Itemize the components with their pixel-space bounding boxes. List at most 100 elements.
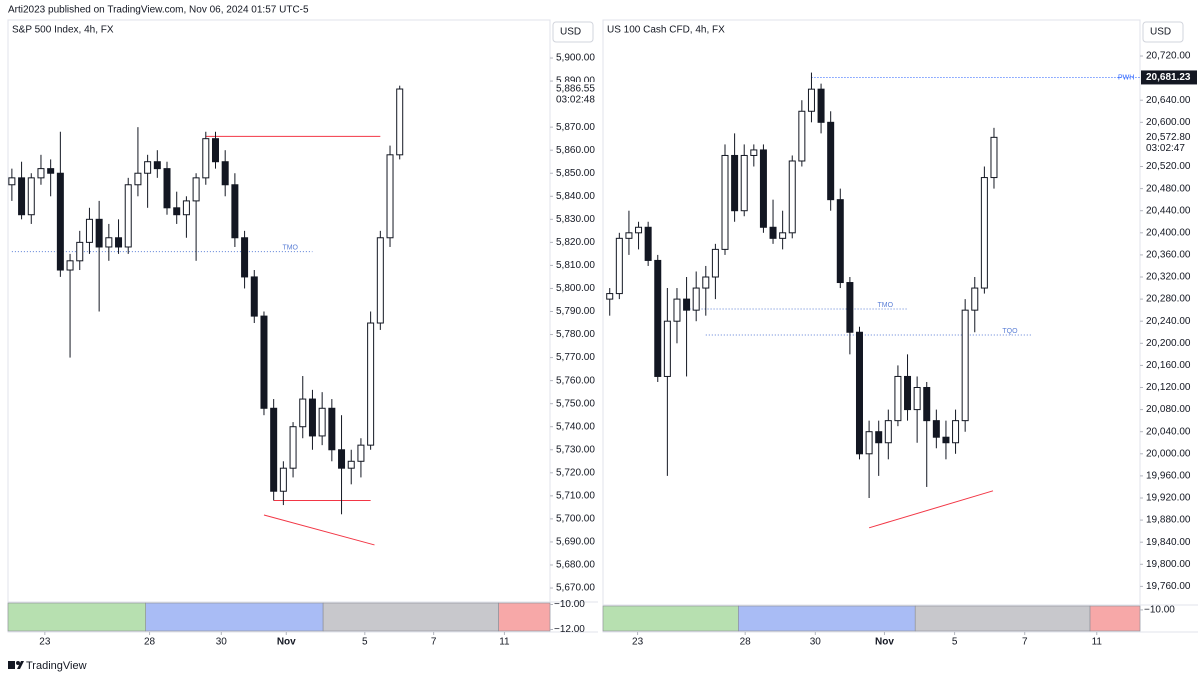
x-tick-label: 11 (499, 637, 510, 648)
candle-body (279, 467, 287, 492)
chart-title: S&P 500 Index, 4h, FX (12, 25, 114, 36)
candle-body (66, 260, 74, 271)
candle-body (85, 218, 93, 243)
candle-body (836, 199, 844, 284)
x-tick-label: 30 (810, 637, 822, 648)
y-tick-label: 20,400.00 (1146, 227, 1191, 238)
candle-body (606, 293, 614, 300)
x-tick-label: 28 (144, 637, 156, 648)
x-tick-label: 30 (216, 637, 228, 648)
y-tick-label: 20,040.00 (1146, 426, 1191, 437)
y-tick-label: 5,850.00 (556, 168, 595, 179)
candle-body (923, 386, 931, 422)
candle-body (980, 177, 988, 289)
candle-body (663, 320, 671, 377)
currency-label: USD (560, 27, 581, 38)
y-tick-label: 5,760.00 (556, 375, 595, 386)
y-tick-label: 5,680.00 (556, 560, 595, 571)
candle-body (376, 237, 384, 324)
candle-body (683, 298, 691, 311)
level-price: 20,681.23 (1146, 72, 1191, 83)
candle-body (673, 298, 681, 322)
level-price-box (1141, 70, 1197, 85)
pane-tick-label: −12.00 (554, 624, 585, 635)
candle-body (625, 232, 633, 239)
y-tick-label: 19,880.00 (1146, 515, 1191, 526)
x-tick-label: 23 (39, 637, 51, 648)
x-tick-label: 23 (632, 637, 644, 648)
level-label: TQO (1002, 328, 1018, 335)
y-tick-label: 20,600.00 (1146, 117, 1191, 128)
candle-body (788, 160, 796, 234)
chart-panel: S&P 500 Index, 4h, FX USD 5,900.00 5,890.00… (7, 19, 598, 648)
candle-body (328, 407, 336, 451)
candle-body (144, 161, 152, 174)
candle-body (299, 398, 307, 428)
candle-body (115, 237, 123, 248)
y-tick-label: 5,840.00 (556, 191, 595, 202)
x-tick-label: 5 (362, 637, 368, 648)
tv-logo (8, 661, 24, 669)
y-tick-label: 5,790.00 (556, 306, 595, 317)
y-tick-label: 5,870.00 (556, 122, 595, 133)
y-tick-label: 20,000.00 (1146, 448, 1191, 459)
currency-button[interactable] (552, 21, 594, 43)
candle-body (386, 154, 394, 239)
candle-body (308, 398, 316, 437)
candle-body (8, 177, 16, 186)
session-block (322, 602, 499, 632)
brand: TradingView (26, 660, 87, 672)
candle-body (932, 420, 940, 438)
candle-body (779, 232, 787, 239)
y-tick-label: 20,240.00 (1146, 316, 1191, 327)
trendline (868, 490, 994, 529)
session-block (145, 602, 324, 632)
candle-body (721, 154, 729, 250)
x-tick-label: Nov (277, 637, 296, 648)
candle-body (211, 138, 219, 163)
y-tick-label: 19,960.00 (1146, 471, 1191, 482)
candle-body (990, 136, 998, 179)
currency-button[interactable] (1142, 21, 1184, 43)
y-tick-label: 5,700.00 (556, 514, 595, 525)
y-tick-label: 20,200.00 (1146, 338, 1191, 349)
candle-body (396, 88, 404, 156)
last-price-box (551, 82, 597, 107)
candle-body (260, 315, 268, 409)
candle-body (855, 331, 863, 455)
candle-body (961, 309, 969, 422)
pane-tick-label: −10.00 (554, 599, 585, 610)
y-tick-label: 5,890.00 (556, 76, 595, 87)
candle-body (367, 322, 375, 446)
candle-body (913, 386, 921, 411)
candle-body (952, 420, 960, 444)
y-tick-label: 19,920.00 (1146, 493, 1191, 504)
plot-frame (7, 19, 551, 633)
session-block (1089, 605, 1141, 632)
candle-body (759, 149, 767, 228)
candle-body (798, 110, 806, 162)
y-tick-label: 5,900.00 (556, 53, 595, 64)
session-block (602, 605, 739, 632)
level-label: TMO (282, 244, 298, 251)
y-tick-label: 19,800.00 (1146, 559, 1191, 570)
x-tick-label: 11 (1092, 637, 1103, 648)
y-tick-label: 5,730.00 (556, 444, 595, 455)
y-tick-label: 20,280.00 (1146, 294, 1191, 305)
y-tick-label: 20,520.00 (1146, 161, 1191, 172)
x-tick-label: 7 (1022, 637, 1028, 648)
candle-body (182, 200, 190, 216)
y-tick-label: 20,080.00 (1146, 404, 1191, 415)
candle-body (231, 184, 239, 239)
currency-label: USD (1150, 27, 1171, 38)
candle-body (750, 149, 758, 156)
candle-body (153, 161, 161, 170)
candle-body (731, 154, 739, 212)
y-tick-label: 5,770.00 (556, 352, 595, 363)
pane-tick-label: −10.00 (1144, 605, 1175, 616)
x-tick-label: 5 (952, 637, 958, 648)
y-tick-label: 20,640.00 (1146, 95, 1191, 106)
candle-body (894, 375, 902, 422)
y-tick-label: 20,120.00 (1146, 382, 1191, 393)
